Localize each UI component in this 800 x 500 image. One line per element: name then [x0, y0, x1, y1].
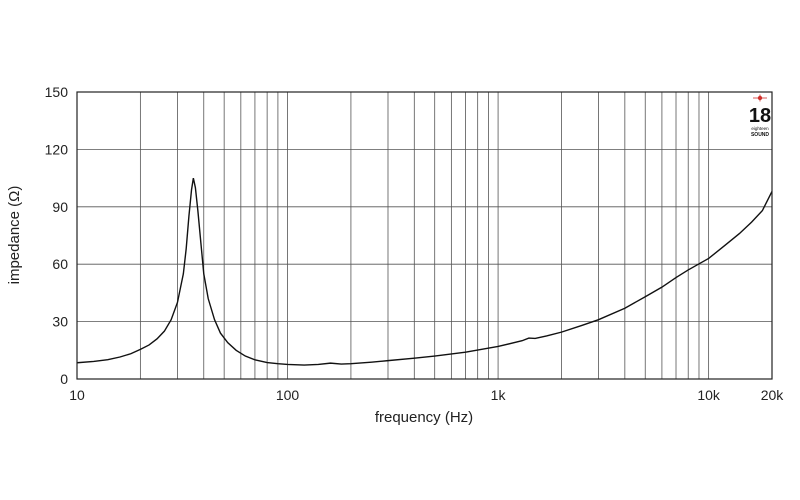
x-tick-label: 1k: [491, 387, 507, 403]
y-axis-title: impedance (Ω): [6, 186, 23, 285]
logo-number: 18: [749, 105, 771, 127]
brand-logo: 18 eighteen SOUND: [749, 94, 771, 138]
x-tick-label: 100: [276, 387, 300, 403]
grid: [77, 92, 772, 379]
y-tick-label: 90: [52, 199, 68, 215]
logo-top-line: eighteen: [751, 126, 769, 131]
sun-icon: [753, 94, 767, 102]
y-axis-tick-labels: 0 30 60 90 120 150: [45, 84, 69, 387]
x-tick-label: 10: [69, 387, 85, 403]
x-axis-title: frequency (Hz): [375, 409, 473, 426]
impedance-curve: [76, 177, 773, 366]
y-tick-label: 60: [52, 256, 68, 272]
y-tick-label: 120: [45, 141, 69, 157]
x-tick-label: 20k: [761, 387, 785, 403]
y-tick-label: 0: [60, 371, 68, 387]
logo-bottom-line: SOUND: [751, 132, 769, 138]
x-tick-label: 10k: [697, 387, 721, 403]
plot-frame: [76, 91, 773, 380]
y-tick-label: 30: [52, 314, 68, 330]
x-axis-tick-labels: 10 100 1k 10k 20k: [69, 387, 784, 403]
y-tick-label: 150: [45, 84, 69, 100]
